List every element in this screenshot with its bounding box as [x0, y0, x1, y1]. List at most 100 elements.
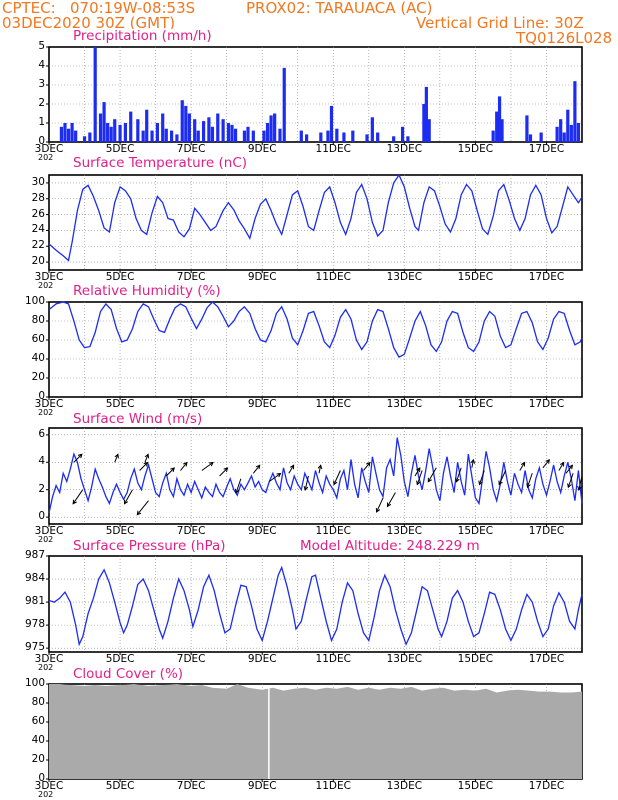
temp-ytick-label: 30: [31, 175, 45, 188]
cloud-xtick-label: 3DEC: [34, 780, 64, 792]
wind-arrow-head: [303, 486, 309, 492]
title-temperature: Surface Temperature (nC): [71, 155, 250, 171]
precip-bar: [342, 132, 346, 142]
rh-xtick-label: 13DEC: [386, 398, 423, 410]
wind-arrow: [526, 473, 533, 488]
rh-xtick-label: 3DEC: [34, 398, 64, 410]
precip-bar: [175, 134, 179, 142]
wind-arrow: [252, 464, 261, 474]
wind-xtick-label: 5DEC: [105, 525, 135, 537]
wind-xtick-label: 9DEC: [247, 525, 277, 537]
wind-arrow: [72, 489, 84, 504]
wind-arrow: [269, 473, 281, 482]
precip-bar: [262, 130, 266, 142]
title-wind: Surface Wind (m/s): [71, 411, 205, 427]
temp-xtick-label: 17DEC: [528, 271, 565, 283]
precip-bar: [491, 130, 495, 142]
wind-arrow: [114, 454, 119, 463]
precip-bar: [164, 128, 168, 142]
rh-xtick-label: 5DEC: [105, 398, 135, 410]
precip-bar: [59, 126, 64, 142]
wind-xtick-label: 11DEC: [315, 525, 351, 537]
wind-arrow: [414, 467, 421, 477]
precip-ytick-label: 3: [38, 78, 45, 90]
wind-arrow-head: [567, 483, 572, 489]
temp-year-label: 202: [38, 281, 54, 290]
precip-bar: [118, 124, 122, 142]
pressure-xtick-label: 7DEC: [176, 653, 206, 665]
wind-arrow-head: [478, 480, 483, 486]
precip-bar: [141, 130, 145, 142]
pressure-xtick-label: 11DEC: [315, 653, 351, 665]
header-date: 03DEC2020 30Z (GMT): [2, 14, 176, 32]
wind-arrow: [136, 500, 149, 515]
wind-arrow: [318, 465, 322, 474]
precip-bar: [273, 113, 277, 142]
wind-arrow-head: [114, 453, 119, 459]
pressure-ytick-label: 975: [24, 641, 45, 654]
pressure-ytick-label: 978: [24, 618, 45, 631]
wind-xtick-label: 7DEC: [176, 525, 206, 537]
precip-bar: [427, 119, 431, 142]
model-altitude: Model Altitude: 248.229 m: [298, 538, 482, 554]
precip-bar: [573, 81, 577, 142]
precip-bar: [559, 119, 563, 142]
wind-xtick-label: 15DEC: [457, 525, 494, 537]
precip-ytick-label: 2: [38, 97, 45, 109]
header-coordinates: 070:19W-08:53S: [70, 0, 196, 17]
precip-ytick-label: 5: [38, 40, 45, 52]
rh-xtick-label: 9DEC: [247, 398, 277, 410]
wind-arrow-head: [170, 467, 175, 472]
wind-arrow-head: [416, 480, 421, 486]
precip-bar: [169, 130, 174, 142]
precip-bar: [562, 132, 566, 142]
precip-bar: [123, 123, 127, 142]
precip-bar: [424, 86, 428, 142]
cloud-xtick-label: 11DEC: [315, 780, 351, 792]
wind-arrow: [165, 467, 175, 477]
wind-arrow-head: [123, 499, 129, 505]
wind-arrow-head: [526, 483, 531, 489]
wind-arrow: [288, 464, 295, 474]
wind-arrow: [542, 459, 550, 469]
wind-arrow-head: [333, 480, 338, 486]
precip-bar: [265, 123, 270, 142]
wind-arrow-head: [470, 458, 476, 464]
precip-bar: [230, 124, 234, 142]
pressure-xtick-label: 9DEC: [247, 653, 277, 665]
header-site: PROX02: TARAUACA (AC): [246, 0, 433, 17]
cloud-xtick-label: 7DEC: [176, 780, 206, 792]
precip-bar: [251, 130, 255, 142]
wind-arrow-head: [77, 453, 83, 459]
precip-bar: [376, 132, 380, 142]
temp-xtick-label: 7DEC: [176, 271, 206, 283]
wind-arrow: [558, 462, 565, 471]
precip-bar: [329, 105, 334, 142]
precip-ytick-label: 4: [38, 59, 45, 71]
pressure-ytick-label: 981: [24, 595, 45, 608]
precip-bar: [539, 132, 543, 142]
wind-arrow: [219, 467, 228, 477]
pressure-xtick-label: 17DEC: [528, 653, 565, 665]
wind-arrow-head: [498, 480, 503, 486]
precip-bar: [500, 119, 504, 142]
precip-bar: [74, 130, 78, 142]
wind-arrow: [304, 475, 309, 491]
precip-bar: [576, 123, 581, 142]
wind-arrow-head: [559, 461, 565, 467]
precip-bar: [207, 117, 211, 142]
precip-bar: [566, 109, 570, 142]
precip-xtick-label: 17DEC: [528, 143, 565, 155]
precip-bar: [106, 123, 110, 142]
temp-xtick-label: 5DEC: [105, 271, 135, 283]
wind-arrow-head: [223, 467, 229, 472]
precip-bar: [82, 136, 87, 142]
rh-ytick-label: 100: [24, 295, 45, 307]
precip-bar: [66, 128, 71, 142]
title-pressure: Surface Pressure (hPa): [71, 538, 228, 554]
wind-arrow: [180, 462, 188, 471]
cloud-xtick-label: 5DEC: [105, 780, 135, 792]
wind-arrow: [376, 497, 384, 513]
wind-ytick-label: 2: [38, 482, 45, 495]
